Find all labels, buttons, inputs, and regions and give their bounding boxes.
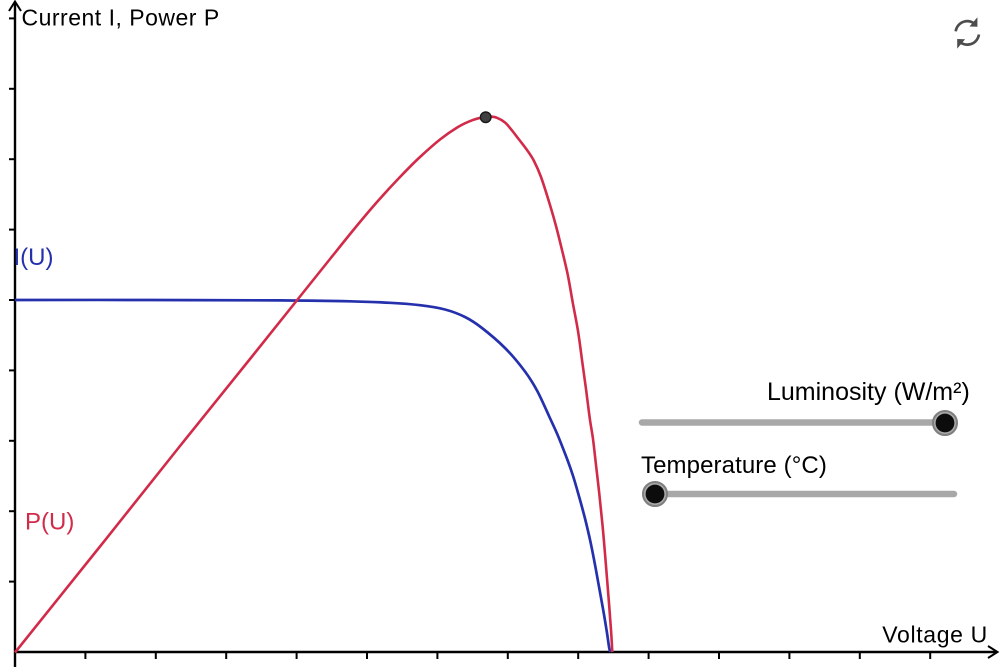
svg-text:Current I, Power P: Current I, Power P xyxy=(22,4,220,30)
svg-text:Voltage U: Voltage U xyxy=(882,622,988,648)
svg-text:I(U): I(U) xyxy=(14,244,54,271)
svg-text:Temperature (°C): Temperature (°C) xyxy=(641,452,827,479)
svg-text:Luminosity (W/m²): Luminosity (W/m²) xyxy=(767,378,970,406)
svg-text:P(U): P(U) xyxy=(25,509,74,536)
